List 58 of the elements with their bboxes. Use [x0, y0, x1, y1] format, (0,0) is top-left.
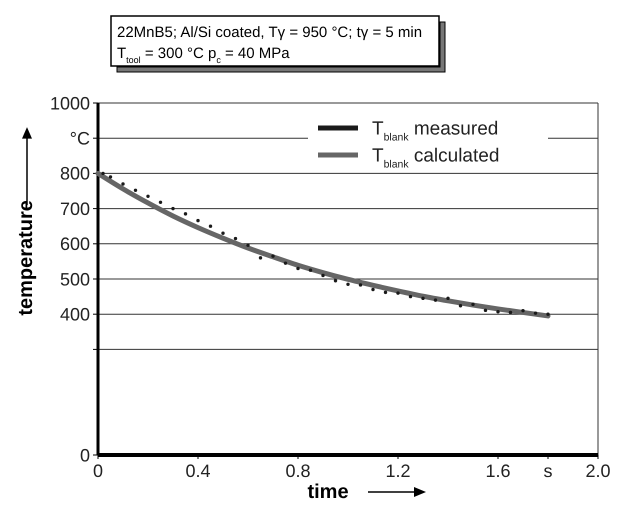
- legend-label: T$_{blank}$ measured: [372, 118, 498, 144]
- point: [158, 200, 162, 204]
- x-tick-label: 0: [92, 461, 104, 481]
- point: [146, 194, 150, 198]
- point: [271, 254, 275, 258]
- point: [458, 304, 462, 308]
- chart-title: 22MnB5; Al/Si coated, Tγ = 950 °C; tγ = 5 min: [117, 24, 422, 41]
- point: [408, 294, 412, 298]
- point: [534, 311, 538, 315]
- x-axis-title: time: [307, 481, 349, 503]
- y-tick-label: 0: [80, 445, 90, 466]
- chart-subtitle: T$_{tool}$ = 300 °C p$_{c}$ = 40 MPa: [117, 45, 290, 65]
- y-tick-label: 500: [60, 269, 90, 290]
- point: [121, 182, 125, 186]
- y-tick-label: °C: [70, 128, 90, 148]
- point: [334, 279, 338, 282]
- point: [296, 266, 300, 270]
- point: [258, 256, 262, 260]
- point: [371, 288, 375, 292]
- point: [446, 296, 450, 300]
- point: [308, 268, 312, 272]
- point: [234, 236, 238, 240]
- y-tick-label: 600: [60, 234, 90, 254]
- x-tick-label: 1.2: [385, 461, 411, 481]
- point: [521, 308, 525, 312]
- point: [321, 274, 325, 278]
- point: [396, 291, 400, 295]
- point: [346, 282, 350, 286]
- y-tick-label: 800: [60, 164, 90, 184]
- x-tick-label: s: [544, 461, 552, 481]
- point: [434, 298, 438, 302]
- point: [384, 290, 388, 294]
- y-tick-label: 700: [60, 198, 90, 219]
- point: [284, 261, 288, 265]
- point: [496, 310, 500, 314]
- point: [471, 302, 475, 306]
- point: [508, 310, 512, 314]
- y-tick-label: 400: [60, 304, 90, 324]
- point: [484, 308, 488, 312]
- point: [108, 175, 112, 179]
- legend-label: T$_{blank}$ calculated: [372, 146, 500, 170]
- point: [221, 232, 225, 235]
- x-tick-label: 2.0: [585, 461, 611, 481]
- point: [421, 296, 425, 300]
- point: [134, 188, 138, 192]
- x-tick-label: 1.6: [485, 461, 511, 481]
- point: [546, 312, 550, 316]
- point: [101, 172, 105, 176]
- point: [171, 206, 175, 210]
- point: [246, 244, 250, 247]
- y-tick-label: 1000: [50, 93, 90, 114]
- point: [208, 224, 212, 228]
- y-axis-title: temperature: [15, 200, 37, 316]
- point: [358, 283, 362, 287]
- point: [196, 218, 200, 222]
- x-tick-label: 0.8: [285, 461, 311, 481]
- x-tick-label: 0.4: [185, 461, 211, 481]
- point: [184, 212, 188, 216]
